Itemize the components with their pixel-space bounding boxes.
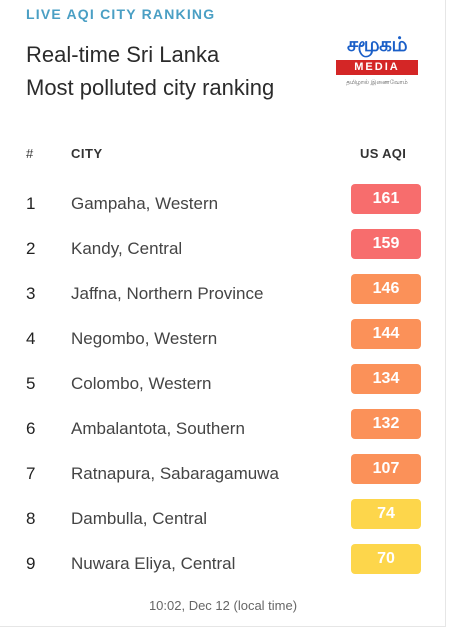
ranking-widget: LIVE AQI CITY RANKING Real-time Sri Lank… (0, 0, 446, 627)
page-title: Real-time Sri Lanka Most polluted city r… (26, 38, 274, 104)
logo-wordmark: சமூகம் (346, 32, 408, 56)
row-rank: 2 (26, 239, 36, 258)
row-rank: 9 (26, 554, 36, 573)
row-city-name: Ambalantota, Southern (71, 419, 245, 438)
table-row[interactable]: 2 Kandy, Central 159 (0, 229, 446, 274)
title-line-2: Most polluted city ranking (26, 75, 275, 100)
row-city-name: Gampaha, Western (71, 194, 219, 213)
aqi-badge: 146 (351, 274, 421, 304)
row-city-name: Nuwara Eliya, Central (71, 554, 236, 573)
row-city-name: Jaffna, Northern Province (71, 284, 264, 303)
title-line-1: Real-time Sri Lanka (26, 42, 220, 67)
aqi-badge: 159 (351, 229, 421, 259)
row-rank: 1 (26, 194, 36, 213)
samugam-media-logo[interactable]: சமூகம் MEDIA தமிழால் இணைவோம் (333, 32, 421, 94)
row-rank: 7 (26, 464, 36, 483)
widget-label: LIVE AQI CITY RANKING (26, 6, 216, 22)
logo-tagline: தமிழால் இணைவோம் (346, 80, 408, 86)
table-row[interactable]: 5 Colombo, Western 134 (0, 364, 446, 409)
row-city-name: Ratnapura, Sabaragamuwa (71, 464, 279, 483)
table-row[interactable]: 9 Nuwara Eliya, Central 70 (0, 544, 446, 589)
row-rank: 3 (26, 284, 36, 303)
aqi-badge: 161 (351, 184, 421, 214)
table-row[interactable]: 7 Ratnapura, Sabaragamuwa 107 (0, 454, 446, 499)
column-header-aqi: US AQI (360, 146, 407, 161)
row-city-name: Dambulla, Central (71, 509, 208, 528)
row-rank: 4 (26, 329, 36, 348)
row-rank: 5 (26, 374, 36, 393)
update-timestamp: 10:02, Dec 12 (local time) (148, 598, 298, 613)
table-row[interactable]: 3 Jaffna, Northern Province 146 (0, 274, 446, 319)
row-city-name: Colombo, Western (71, 374, 212, 393)
row-rank: 8 (26, 509, 36, 528)
row-city-name: Kandy, Central (71, 239, 183, 258)
table-row[interactable]: 4 Negombo, Western 144 (0, 319, 446, 364)
aqi-badge: 144 (351, 319, 421, 349)
column-header-rank: # (26, 146, 34, 161)
aqi-badge: 132 (351, 409, 421, 439)
aqi-badge: 74 (351, 499, 421, 529)
row-rank: 6 (26, 419, 36, 438)
aqi-badge: 107 (351, 454, 421, 484)
table-row[interactable]: 1 Gampaha, Western 161 (0, 184, 446, 229)
row-city-name: Negombo, Western (71, 329, 218, 348)
table-row[interactable]: 8 Dambulla, Central 74 (0, 499, 446, 544)
aqi-badge: 134 (351, 364, 421, 394)
column-header-city: CITY (71, 146, 103, 161)
table-row[interactable]: 6 Ambalantota, Southern 132 (0, 409, 446, 454)
logo-media-bar: MEDIA (336, 60, 418, 75)
aqi-badge: 70 (351, 544, 421, 574)
